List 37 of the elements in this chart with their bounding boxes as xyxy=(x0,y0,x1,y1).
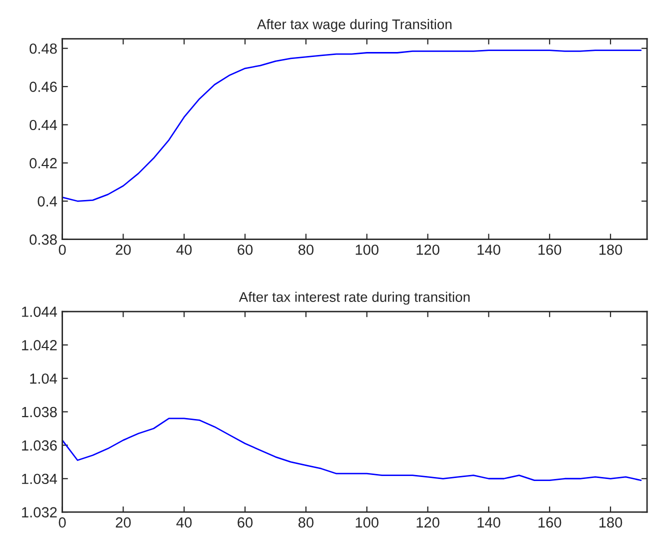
y-tick-label: 1.042 xyxy=(22,340,57,350)
y-tick-label: 1.04 xyxy=(30,373,58,384)
x-tick-label: 120 xyxy=(416,244,440,255)
x-tick-label: 140 xyxy=(478,517,500,528)
x-tick-label: 0 xyxy=(58,517,66,528)
chart-title: After tax interest rate during transition xyxy=(238,292,470,305)
x-tick-label: 20 xyxy=(116,517,131,528)
x-tick-label: 180 xyxy=(599,517,622,528)
x-tick-label: 60 xyxy=(238,244,253,255)
y-tick-label: 0.46 xyxy=(30,82,57,92)
x-tick-label: 160 xyxy=(538,517,562,528)
y-tick-label: 1.038 xyxy=(22,406,57,418)
y-tick-label: 0.44 xyxy=(30,120,58,130)
x-tick-label: 0 xyxy=(58,244,66,255)
y-tick-label: 1.032 xyxy=(22,507,57,518)
x-tick-label: 160 xyxy=(538,244,562,255)
x-tick-label: 120 xyxy=(416,517,440,528)
line-series xyxy=(62,418,642,481)
y-tick-label: 1.036 xyxy=(22,440,57,451)
x-tick-label: 40 xyxy=(176,244,192,255)
y-tick-label: 0.42 xyxy=(30,158,57,168)
chart-title: After tax wage during Transition xyxy=(257,19,452,32)
y-tick-label: 0.38 xyxy=(30,234,57,245)
x-tick-label: 20 xyxy=(116,244,131,255)
x-tick-label: 180 xyxy=(599,244,622,255)
x-tick-label: 80 xyxy=(298,244,314,255)
x-tick-label: 40 xyxy=(176,517,192,528)
y-tick-label: 1.034 xyxy=(22,474,58,484)
line-series xyxy=(62,50,642,202)
x-tick-label: 100 xyxy=(356,244,378,255)
y-tick-label: 1.044 xyxy=(22,306,58,317)
x-tick-label: 100 xyxy=(356,517,378,528)
y-tick-label: 0.4 xyxy=(38,196,58,207)
x-tick-label: 60 xyxy=(238,517,253,528)
x-tick-label: 80 xyxy=(298,517,314,528)
x-tick-label: 140 xyxy=(478,244,500,255)
y-tick-label: 0.48 xyxy=(30,43,57,54)
